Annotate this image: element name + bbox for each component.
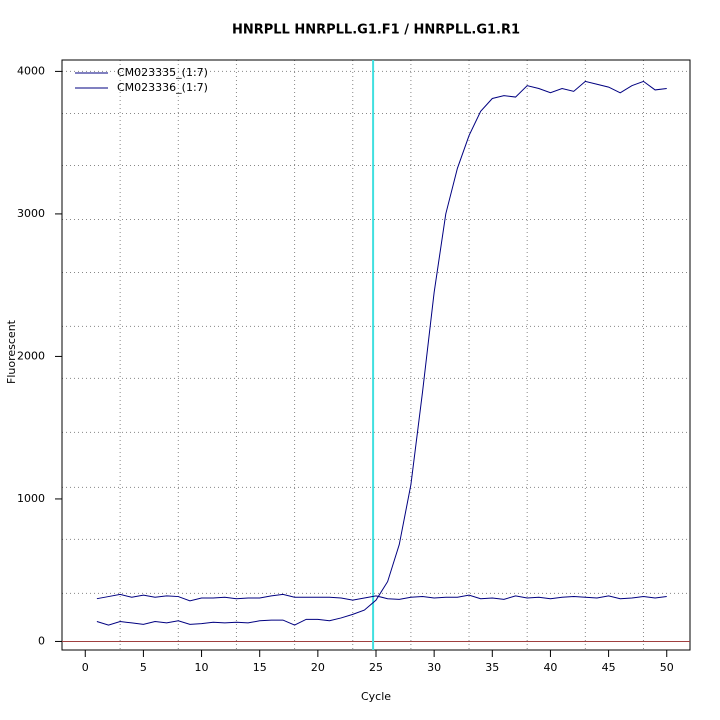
x-tick-label: 5 bbox=[140, 661, 147, 674]
x-tick-label: 40 bbox=[543, 661, 557, 674]
plot-frame bbox=[61, 59, 691, 651]
series-line bbox=[96, 80, 667, 626]
x-tick-label: 10 bbox=[195, 661, 209, 674]
x-tick-label: 15 bbox=[253, 661, 267, 674]
y-tick-label: 3000 bbox=[17, 207, 45, 220]
y-tick-label: 4000 bbox=[17, 64, 45, 77]
series-line bbox=[96, 593, 667, 602]
x-tick-label: 50 bbox=[660, 661, 674, 674]
x-axis-label: Cycle bbox=[361, 690, 391, 703]
legend-label: CM023335_(1:7) bbox=[117, 66, 208, 79]
legend-label: CM023336_(1:7) bbox=[117, 81, 208, 94]
x-tick-label: 30 bbox=[427, 661, 441, 674]
x-tick-label: 20 bbox=[311, 661, 325, 674]
y-tick-label: 0 bbox=[38, 634, 45, 647]
x-tick-label: 45 bbox=[602, 661, 616, 674]
y-tick-label: 1000 bbox=[17, 492, 45, 505]
x-tick-label: 35 bbox=[485, 661, 499, 674]
y-tick-label: 2000 bbox=[17, 349, 45, 362]
y-axis-label: Fluorescent bbox=[5, 319, 18, 384]
x-tick-label: 0 bbox=[82, 661, 89, 674]
x-tick-label: 25 bbox=[369, 661, 383, 674]
chart-title: HNRPLL HNRPLL.G1.F1 / HNRPLL.G1.R1 bbox=[232, 23, 520, 38]
